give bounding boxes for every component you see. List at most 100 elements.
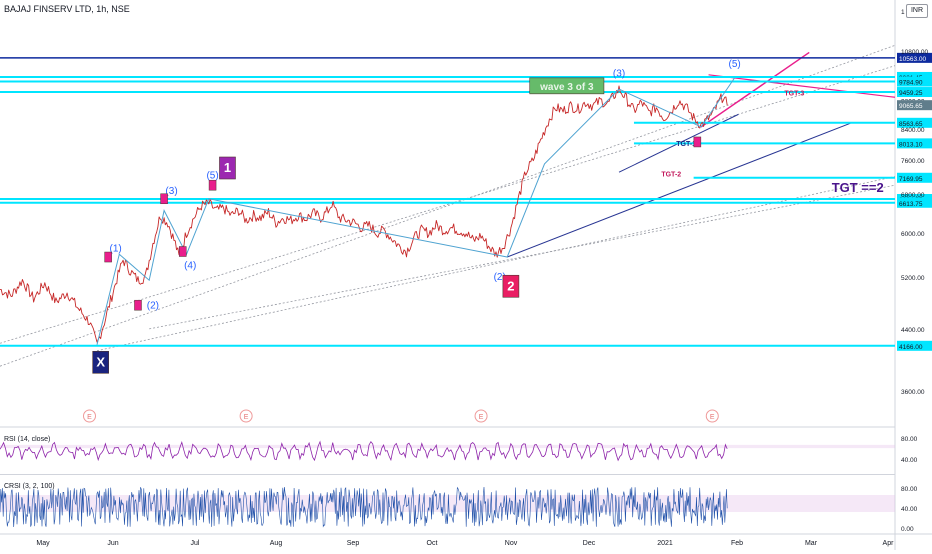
earnings-marker xyxy=(474,409,488,423)
wave-label-box xyxy=(92,350,109,374)
level-tag xyxy=(897,172,932,183)
level-tag-label: 4166.00 xyxy=(899,344,923,351)
time-tick-label: 2021 xyxy=(657,540,673,547)
wave-label: (2) xyxy=(147,300,159,311)
price-tick-label: 7600.00 xyxy=(901,158,925,165)
last-price-tag xyxy=(897,100,932,111)
price-tick-label: 5200.00 xyxy=(901,275,925,282)
elliott-wave-path xyxy=(96,77,736,345)
crsi-tick-label: 0.00 xyxy=(901,526,914,533)
rsi-line xyxy=(0,440,728,462)
level-tag-label: 6613.75 xyxy=(899,201,923,208)
wave-label: 2 xyxy=(507,278,514,293)
wave-markers xyxy=(104,136,702,311)
level-tag xyxy=(897,138,932,149)
level-tag-label: 10563.00 xyxy=(899,56,926,63)
time-tick-label: Aug xyxy=(270,540,283,547)
rsi-tick-label: 80.00 xyxy=(901,436,918,443)
level-tag-label: 8013.10 xyxy=(899,141,923,148)
rsi-pane: RSI (14, close) 80.00 40.00 xyxy=(0,436,918,464)
channel-line xyxy=(0,44,896,367)
channel-line xyxy=(149,184,896,330)
time-tick-label: Nov xyxy=(505,540,518,547)
wave-label: TGT-1 xyxy=(676,141,696,148)
wave-label: (5) xyxy=(206,171,218,182)
target-note: TGT ==2 xyxy=(832,180,884,195)
wave-label: wave 3 of 3 xyxy=(539,82,594,93)
projection-line xyxy=(708,74,896,98)
rsi-label: RSI (14, close) xyxy=(4,436,50,443)
earnings-marker xyxy=(83,409,96,423)
level-tag-label: 9784.90 xyxy=(899,80,923,87)
crsi-label: CRSI (3, 2, 100) xyxy=(4,483,55,490)
earnings-marker xyxy=(705,409,719,423)
crsi-tick-label: 80.00 xyxy=(901,486,918,493)
time-axis: May Jun Jul Aug Sep Oct Nov Dec 2021 Feb Mar Apr xyxy=(36,540,894,547)
wave-label-box xyxy=(529,77,605,95)
channel-line xyxy=(96,176,896,352)
level-tag-label: 8563.65 xyxy=(899,121,923,128)
earnings-marker-label: E xyxy=(87,414,92,421)
wave-label-box xyxy=(219,156,236,180)
earnings-marker-label: E xyxy=(244,414,249,421)
projection-line xyxy=(700,51,810,128)
wave-label: TGT-3 xyxy=(784,91,804,98)
wave-label: (4) xyxy=(184,260,196,271)
price-tick-label: 4400.00 xyxy=(901,327,925,334)
price-series-line xyxy=(0,85,728,343)
time-tick-label: Dec xyxy=(583,540,596,547)
time-tick-label: Sep xyxy=(347,540,360,547)
level-tag xyxy=(897,117,932,128)
trend-lines xyxy=(506,51,896,258)
currency-badge[interactable]: INR xyxy=(906,4,928,18)
level-tag-label: 7169.95 xyxy=(899,176,923,183)
earnings-marker-label: E xyxy=(710,414,715,421)
time-tick-label: Apr xyxy=(883,540,895,547)
horizontal-levels: 10563.009931.459784.909459.258563.658013… xyxy=(0,52,932,351)
earnings-marker-label: E xyxy=(479,414,484,421)
chart-title: BAJAJ FINSERV LTD, 1h, NSE xyxy=(4,4,130,14)
level-tag xyxy=(897,76,932,87)
wave-marker xyxy=(160,193,168,205)
crsi-pane: CRSI (3, 2, 100) 80.00 40.00 0.00 xyxy=(0,483,918,533)
time-tick-label: Jun xyxy=(107,540,118,547)
channel-line xyxy=(0,65,896,344)
time-tick-label: Feb xyxy=(731,540,743,547)
price-tick-label: 1 xyxy=(901,9,905,16)
earnings-marker xyxy=(239,409,253,423)
level-tag xyxy=(897,340,932,351)
crsi-tick-label: 40.00 xyxy=(901,506,918,513)
wave-label: (1) xyxy=(109,244,121,255)
level-tag xyxy=(897,52,932,63)
price-tick-label: 3600.00 xyxy=(901,389,925,396)
price-tick-label: 6000.00 xyxy=(901,231,925,238)
time-tick-label: Mar xyxy=(805,540,818,547)
wave-label: (3) xyxy=(165,186,177,197)
wave-marker xyxy=(134,299,142,311)
wave-label: TGT-2 xyxy=(661,171,681,178)
wave-label: 1 xyxy=(224,160,231,175)
wave-label: X xyxy=(96,354,105,369)
rsi-tick-label: 40.00 xyxy=(901,457,918,464)
level-tag xyxy=(897,197,932,208)
last-price-label: 9065.65 xyxy=(899,103,923,110)
trend-line xyxy=(506,122,851,258)
level-tag-label: 9459.25 xyxy=(899,90,923,97)
rsi-band xyxy=(0,444,895,449)
time-tick-label: Oct xyxy=(427,540,438,547)
channel-lines xyxy=(0,44,896,367)
wave-marker xyxy=(693,136,702,148)
time-tick-label: May xyxy=(36,540,50,547)
wave-marker xyxy=(104,251,112,263)
level-tag xyxy=(897,87,932,98)
crsi-line xyxy=(0,486,728,528)
price-axis: 10800.009200.008400.007600.006800.006000… xyxy=(897,9,932,396)
wave-label-box xyxy=(502,274,520,298)
wave-label: (2) xyxy=(494,272,506,283)
wave-annotations: (1)(2)(3)(4)(5)1X(2)2(3)(5)wave 3 of 3TG… xyxy=(92,59,884,374)
price-tick-label: 8400.00 xyxy=(901,127,925,134)
wave-label: (5) xyxy=(729,59,741,70)
